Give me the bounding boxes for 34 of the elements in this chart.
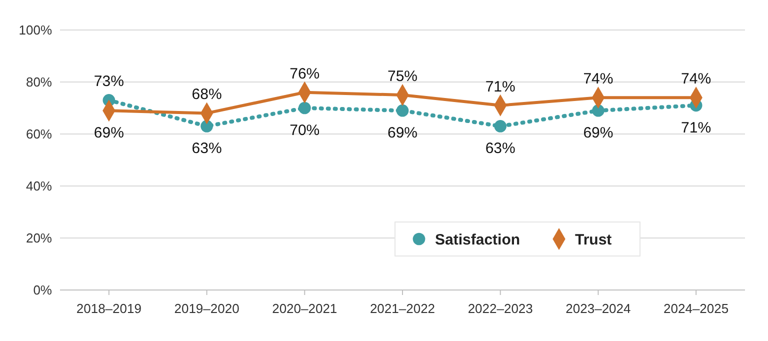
point: [396, 104, 409, 117]
y-tick-label: 80%: [26, 74, 52, 90]
y-tick-label: 20%: [26, 230, 52, 246]
data-label: 74%: [583, 70, 614, 88]
data-label: 63%: [485, 140, 516, 158]
y-tick-label: 100%: [18, 22, 52, 38]
data-label: 71%: [485, 78, 516, 96]
data-label: 71%: [681, 119, 712, 136]
point: [592, 104, 604, 117]
point: [298, 102, 311, 114]
data-label: 69%: [387, 124, 418, 142]
y-tick-label: 0%: [33, 282, 52, 298]
legend-label: Trust: [575, 231, 612, 248]
x-tick-label: 2022–2023: [468, 301, 533, 316]
data-label: 69%: [94, 124, 124, 142]
data-label: 74%: [681, 70, 712, 88]
data-label: 69%: [583, 124, 614, 142]
data-label: 68%: [192, 86, 222, 104]
y-tick-label: 40%: [26, 178, 52, 194]
data-label: 75%: [387, 68, 418, 85]
data-label: 70%: [290, 122, 320, 139]
data-label: 76%: [290, 65, 320, 82]
legend-label: Satisfaction: [435, 231, 520, 248]
x-tick-label: 2021–2022: [370, 301, 436, 316]
data-label: 63%: [192, 140, 222, 158]
x-tick-label: 2023–2024: [566, 301, 631, 316]
x-tick-label: 2020–2021: [272, 301, 338, 316]
x-tick-label: 2024–2025: [664, 301, 729, 316]
x-tick-label: 2019–2020: [174, 301, 240, 316]
point: [494, 120, 507, 132]
data-label: 73%: [94, 73, 124, 90]
y-tick-label: 60%: [26, 126, 52, 142]
x-tick-label: 2018–2019: [76, 301, 142, 316]
point: [200, 120, 213, 132]
